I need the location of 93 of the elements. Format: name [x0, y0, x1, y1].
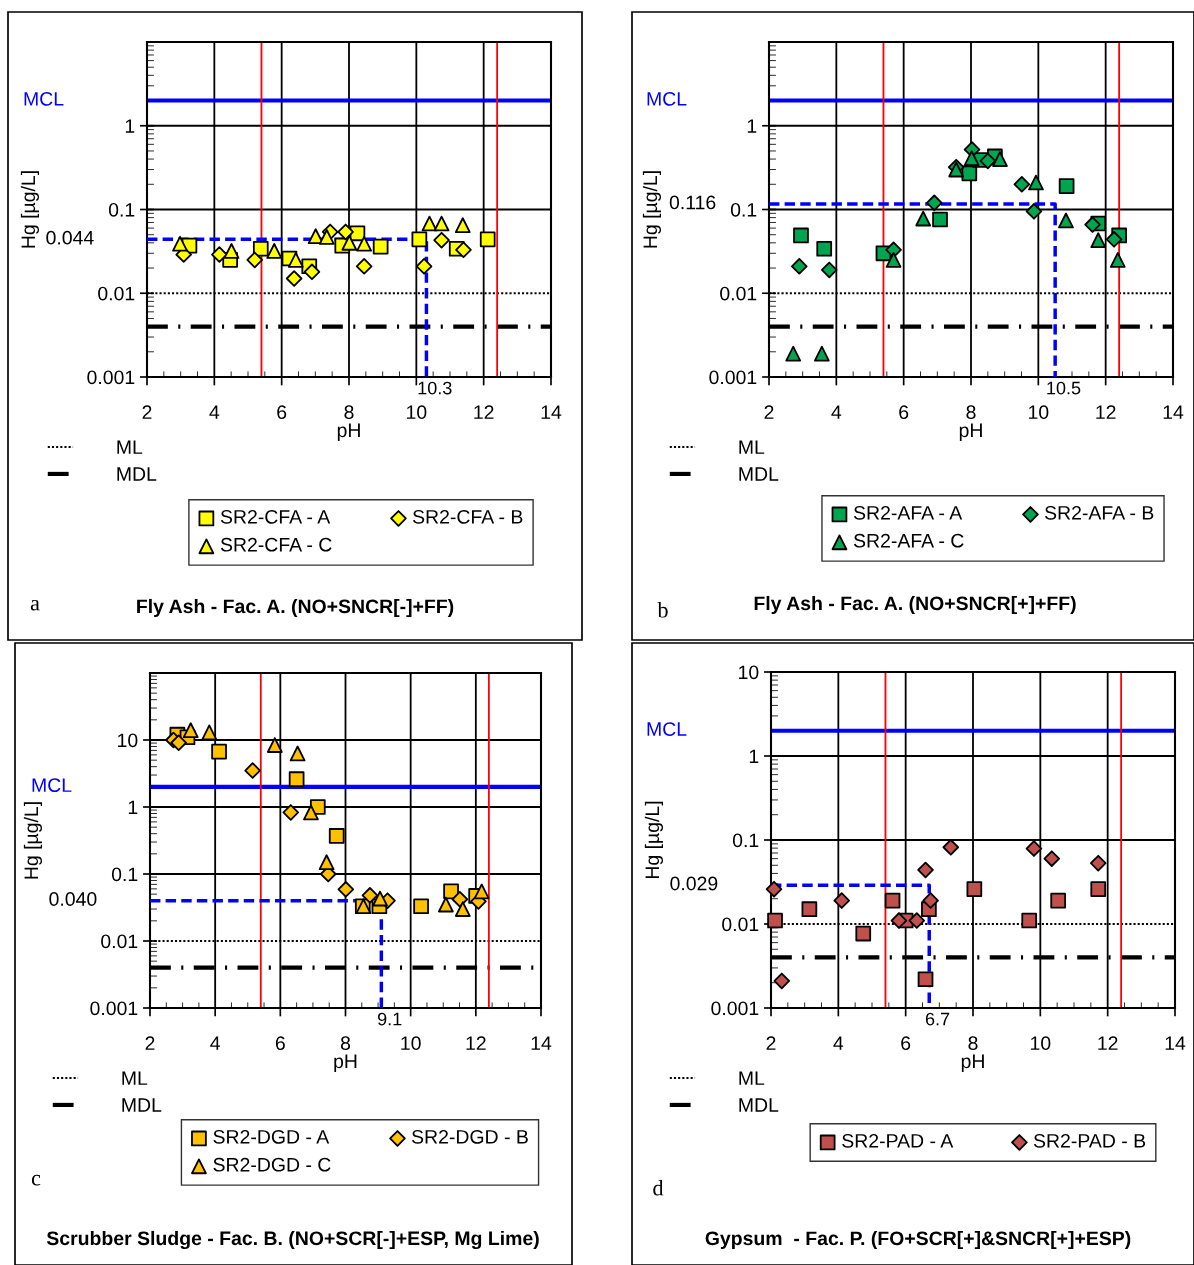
legend-label: MDL [117, 467, 157, 481]
y-tick-label: 0.01 [101, 934, 138, 949]
y-tick-label: 0.1 [108, 202, 135, 217]
annotation: 0.116 [669, 195, 716, 210]
x-tick-label: 4 [210, 1036, 220, 1050]
annotation: 9.1 [377, 1012, 402, 1026]
legend-label: SR2-DGD - B [411, 1129, 528, 1144]
legend-label: MDL [739, 1098, 779, 1112]
text: d [653, 1179, 664, 1196]
annotation: 0.044 [46, 230, 94, 245]
ref-line-label: MCL [32, 778, 72, 793]
y-tick-label: 0.1 [111, 867, 138, 882]
x-tick-label: 10 [407, 405, 427, 420]
y-axis-title: Hg [µg/L] [642, 171, 661, 248]
x-tick-label: 6 [275, 1036, 285, 1051]
legend-label: SR2-PAD - B [1033, 1133, 1146, 1148]
text: Fly Ash - Fac. A. (NO+SNCR[-]+FF) [137, 598, 454, 618]
legend-label: MDL [739, 467, 779, 481]
y-tick-label: 10 [739, 665, 759, 680]
y-tick-label: 0.001 [90, 1001, 138, 1016]
annotation: 0.040 [49, 892, 97, 906]
x-tick-label: 8 [340, 1036, 351, 1051]
annotation: 0.029 [670, 876, 718, 891]
text: c [31, 1174, 41, 1186]
x-tick-label: 12 [466, 1036, 486, 1050]
legend-label: SR2-PAD - A [842, 1133, 954, 1148]
legend-label: SR2-CFA - C [220, 537, 332, 552]
x-tick-label: 12 [474, 405, 494, 419]
y-tick-label: 1 [747, 119, 757, 133]
annotation: 10.3 [418, 381, 452, 395]
y-tick-label: 1 [125, 119, 135, 133]
y-tick-label: 0.001 [711, 1001, 759, 1016]
y-tick-label: 0.001 [709, 370, 757, 385]
x-tick-label: 10 [1029, 405, 1049, 420]
x-axis-title: pH [337, 423, 360, 442]
y-tick-label: 1 [749, 749, 759, 764]
legend-label: SR2-CFA - A [220, 509, 331, 524]
text: b [657, 601, 668, 618]
legend-label: SR2-AFA - C [853, 533, 964, 548]
x-tick-label: 6 [899, 405, 909, 420]
x-tick-label: 14 [531, 1036, 552, 1050]
legend-label: ML [739, 440, 765, 454]
x-tick-label: 10 [401, 1036, 421, 1051]
x-tick-label: 14 [541, 405, 562, 419]
text: a [30, 599, 40, 611]
y-tick-label: 0.001 [87, 370, 135, 385]
x-tick-label: 4 [833, 1036, 844, 1050]
legend-label: SR2-AFA - B [1044, 505, 1154, 520]
x-tick-label: 6 [901, 1036, 911, 1051]
y-axis-title: Hg [µg/L] [20, 171, 39, 248]
x-tick-label: 2 [764, 405, 774, 419]
x-tick-label: 10 [1031, 1036, 1051, 1051]
x-tick-label: 6 [277, 405, 287, 420]
ref-line-label: MCL [24, 91, 64, 106]
text: Gypsum - Fac. P. (FO+SCR[+]&SNCR[+]+ESP) [705, 1230, 1131, 1250]
ref-line-label: MCL [647, 722, 687, 736]
legend-label: ML [122, 1071, 148, 1085]
x-tick-label: 2 [766, 1036, 776, 1050]
x-tick-label: 8 [968, 1036, 978, 1051]
y-tick-label: 10 [118, 733, 138, 748]
legend-label: ML [739, 1071, 765, 1085]
x-tick-label: 4 [209, 405, 220, 419]
x-tick-label: 8 [344, 405, 354, 420]
x-tick-label: 2 [145, 1036, 155, 1050]
y-tick-label: 0.01 [98, 286, 135, 301]
x-tick-label: 12 [1098, 1036, 1118, 1050]
x-tick-label: 8 [966, 405, 976, 420]
y-axis-title: Hg [µg/L] [23, 802, 42, 879]
legend-label: ML [117, 440, 143, 454]
y-tick-label: 0.01 [722, 917, 759, 932]
x-tick-label: 12 [1096, 405, 1116, 419]
text: Fly Ash - Fac. A. (NO+SNCR[+]+FF) [754, 595, 1076, 615]
y-tick-label: 0.01 [720, 286, 757, 301]
y-tick-label: 0.1 [732, 833, 759, 848]
legend-label: SR2-CFA - B [412, 509, 523, 524]
annotation: 10.5 [1047, 381, 1081, 395]
legend-label: SR2-AFA - A [853, 505, 963, 520]
legend-label: MDL [122, 1098, 162, 1112]
x-axis-title: pH [334, 1054, 357, 1073]
x-tick-label: 4 [831, 405, 842, 419]
x-axis-title: pH [959, 423, 982, 442]
y-tick-label: 0.1 [730, 202, 757, 217]
legend-label: SR2-DGD - A [213, 1129, 330, 1144]
x-tick-label: 2 [142, 405, 152, 419]
y-axis-title: Hg [µg/L] [644, 801, 663, 879]
ref-line-label: MCL [647, 91, 687, 106]
text: Scrubber Sludge - Fac. B. (NO+SCR[-]+ESP, Mg Lime) [46, 1230, 539, 1250]
x-axis-title: pH [961, 1054, 984, 1073]
legend-label: SR2-DGD - C [213, 1157, 331, 1172]
x-tick-label: 14 [1163, 405, 1184, 419]
y-tick-label: 1 [128, 800, 138, 815]
annotation: 6.7 [925, 1012, 950, 1026]
x-tick-label: 14 [1165, 1036, 1186, 1050]
